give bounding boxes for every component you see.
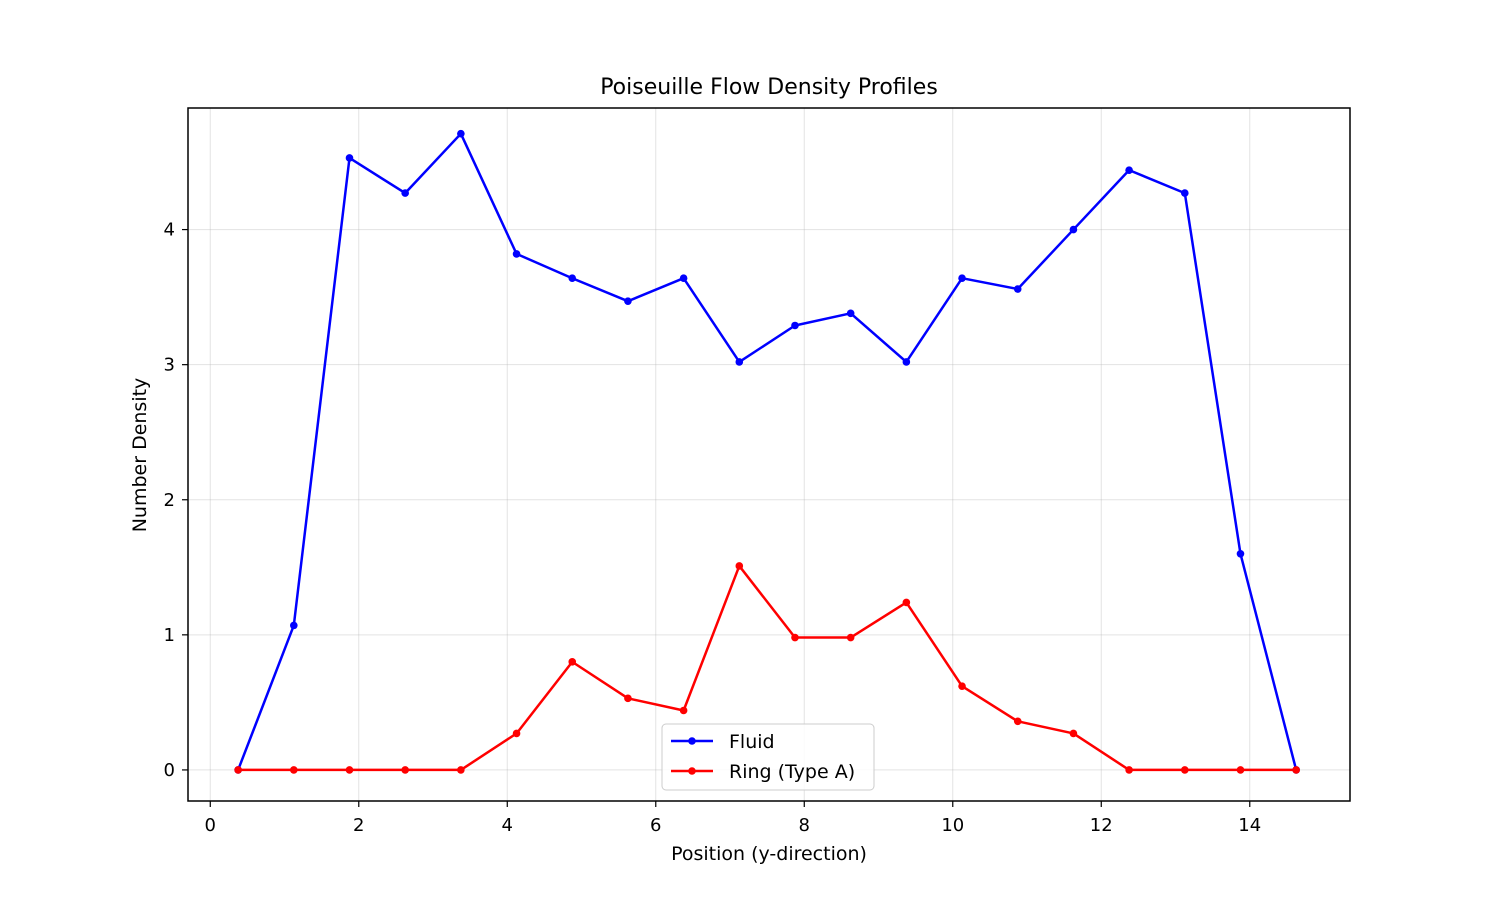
legend-label: Fluid	[729, 731, 775, 753]
data-point-ring-type-a	[624, 694, 632, 703]
y-tick-label: 1	[164, 625, 175, 646]
data-point-ring-type-a	[958, 682, 966, 690]
data-point-ring-type-a	[512, 729, 521, 738]
data-point-ring-type-a	[902, 598, 911, 607]
y-tick-label: 4	[164, 220, 175, 241]
legend: Fluid Ring (Type A)	[661, 723, 875, 791]
data-point-fluid	[1013, 285, 1022, 293]
x-tick-label: 8	[799, 815, 810, 836]
data-point-ring-type-a	[1125, 766, 1133, 774]
series-ring-type-a	[234, 562, 1300, 774]
data-point-ring-type-a	[290, 766, 298, 774]
legend-swatch-marker	[688, 767, 696, 775]
data-point-fluid	[958, 274, 966, 283]
data-point-fluid	[679, 274, 688, 283]
series-lines	[234, 129, 1300, 774]
data-point-fluid	[1125, 166, 1133, 174]
series-line-fluid	[236, 132, 1298, 771]
data-point-ring-type-a	[457, 766, 465, 774]
x-tick-label: 2	[353, 815, 364, 836]
x-tick-label: 14	[1238, 815, 1261, 836]
data-point-ring-type-a	[1236, 766, 1245, 774]
data-point-ring-type-a	[1069, 729, 1078, 738]
y-axis-title: Number Density	[129, 378, 151, 533]
data-point-ring-type-a	[1292, 766, 1300, 774]
data-point-fluid	[1180, 189, 1189, 197]
data-point-ring-type-a	[568, 658, 577, 666]
legend-swatch-marker	[688, 737, 696, 745]
x-axis-title: Position (y-direction)	[671, 843, 867, 865]
x-tick-label: 0	[205, 815, 216, 836]
data-point-ring-type-a	[791, 633, 799, 642]
data-point-ring-type-a	[1180, 766, 1189, 774]
data-point-ring-type-a	[234, 766, 242, 774]
series-line-ring-type-a	[238, 564, 1297, 772]
y-tick-label: 2	[164, 490, 175, 511]
legend-item-ring-type-a: Ring (Type A)	[671, 761, 855, 783]
x-tick-label: 10	[941, 815, 964, 836]
data-point-ring-type-a	[846, 633, 855, 642]
legend-item-fluid: Fluid	[671, 731, 775, 753]
y-tick-label: 0	[164, 760, 175, 781]
data-point-fluid	[1069, 225, 1078, 234]
data-point-fluid	[846, 309, 855, 318]
data-point-fluid	[624, 297, 632, 305]
x-tick-label: 6	[650, 815, 661, 836]
data-point-fluid	[1236, 549, 1245, 558]
data-point-ring-type-a	[679, 706, 688, 715]
legend-label: Ring (Type A)	[729, 761, 855, 783]
data-point-ring-type-a	[735, 562, 744, 570]
data-point-ring-type-a	[345, 766, 354, 774]
legend-box	[661, 723, 875, 791]
plot-area-frame	[187, 107, 1351, 802]
data-point-fluid	[345, 154, 354, 162]
data-point-ring-type-a	[401, 766, 409, 774]
data-point-fluid	[512, 250, 521, 258]
data-point-fluid	[290, 621, 298, 630]
y-tick-label: 3	[164, 355, 175, 376]
data-point-ring-type-a	[1013, 717, 1022, 726]
data-point-fluid	[735, 358, 744, 366]
data-point-fluid	[902, 358, 911, 366]
data-point-fluid	[568, 274, 577, 283]
x-tick-label: 12	[1090, 815, 1113, 836]
chart-title: Poiseuille Flow Density Profiles	[600, 75, 938, 100]
x-tick-label: 4	[502, 815, 513, 836]
data-point-fluid	[791, 321, 799, 330]
series-fluid	[234, 129, 1300, 774]
data-point-fluid	[457, 129, 465, 138]
data-point-fluid	[401, 189, 409, 197]
